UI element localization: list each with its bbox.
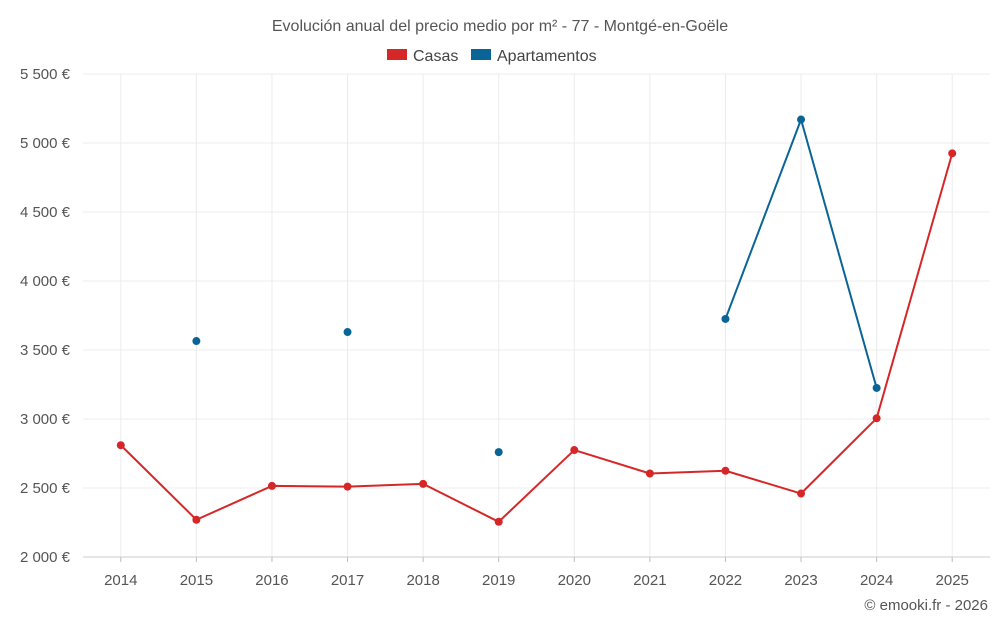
x-tick-label: 2024 (860, 572, 893, 589)
y-tick-label: 3 500 € (20, 342, 71, 359)
y-tick-label: 4 000 € (20, 273, 71, 290)
data-point-apartamentos-2019[interactable] (494, 448, 503, 457)
data-point-casas-2024[interactable] (872, 414, 881, 423)
data-point-apartamentos-2023[interactable] (797, 115, 806, 124)
y-tick-label: 2 500 € (20, 480, 71, 497)
data-point-casas-2023[interactable] (797, 489, 806, 498)
x-tick-label: 2014 (104, 572, 137, 589)
data-point-casas-2021[interactable] (645, 469, 654, 478)
legend-label-casas: Casas (413, 48, 458, 65)
legend-item-apartamentos[interactable]: Apartamentos (471, 48, 597, 65)
x-tick-label: 2017 (331, 572, 364, 589)
data-point-casas-2015[interactable] (192, 515, 201, 524)
data-point-casas-2016[interactable] (267, 481, 276, 490)
legend-swatch-apartamentos (471, 49, 491, 60)
data-point-apartamentos-2024[interactable] (872, 383, 881, 392)
data-point-casas-2018[interactable] (419, 479, 428, 488)
series-line-casas (120, 153, 954, 523)
x-tick-label: 2021 (633, 572, 666, 589)
data-point-apartamentos-2017[interactable] (343, 328, 352, 337)
y-tick-label: 5 000 € (20, 135, 71, 152)
data-point-casas-2022[interactable] (721, 466, 730, 475)
x-tick-label: 2025 (936, 572, 969, 589)
axes: 2 000 € 2 500 € 3 000 € 3 500 € 4 000 € 4 500… (20, 66, 990, 589)
data-point-casas-2014[interactable] (116, 441, 125, 450)
y-tick-label: 4 500 € (20, 204, 71, 221)
x-tick-label: 2019 (482, 572, 515, 589)
x-tick-label: 2015 (180, 572, 213, 589)
y-tick-label: 2 000 € (20, 549, 71, 566)
series-casas (116, 149, 957, 526)
legend-item-casas[interactable]: Casas (387, 48, 458, 65)
y-tick-label: 3 000 € (20, 411, 71, 428)
data-point-casas-2025[interactable] (948, 149, 957, 158)
data-point-apartamentos-2015[interactable] (192, 337, 201, 346)
legend-swatch-casas (387, 49, 407, 60)
credit-text: © emooki.fr - 2026 (864, 597, 988, 614)
x-tick-label: 2020 (558, 572, 591, 589)
legend-label-apartamentos: Apartamentos (497, 48, 597, 65)
x-tick-label: 2016 (255, 572, 288, 589)
series-layer (116, 115, 957, 526)
data-point-casas-2017[interactable] (343, 482, 352, 491)
x-tick-label: 2023 (784, 572, 817, 589)
y-tick-label: 5 500 € (20, 66, 71, 83)
series-apartamentos (192, 115, 881, 457)
gridlines (83, 73, 990, 558)
chart-title: Evolución anual del precio medio por m² … (272, 18, 728, 35)
legend[interactable]: Casas Apartamentos (387, 48, 597, 65)
data-point-casas-2019[interactable] (494, 517, 503, 526)
x-tick-label: 2022 (709, 572, 742, 589)
x-tick-label: 2018 (406, 572, 439, 589)
data-point-casas-2020[interactable] (570, 446, 579, 455)
data-point-apartamentos-2022[interactable] (721, 314, 730, 323)
